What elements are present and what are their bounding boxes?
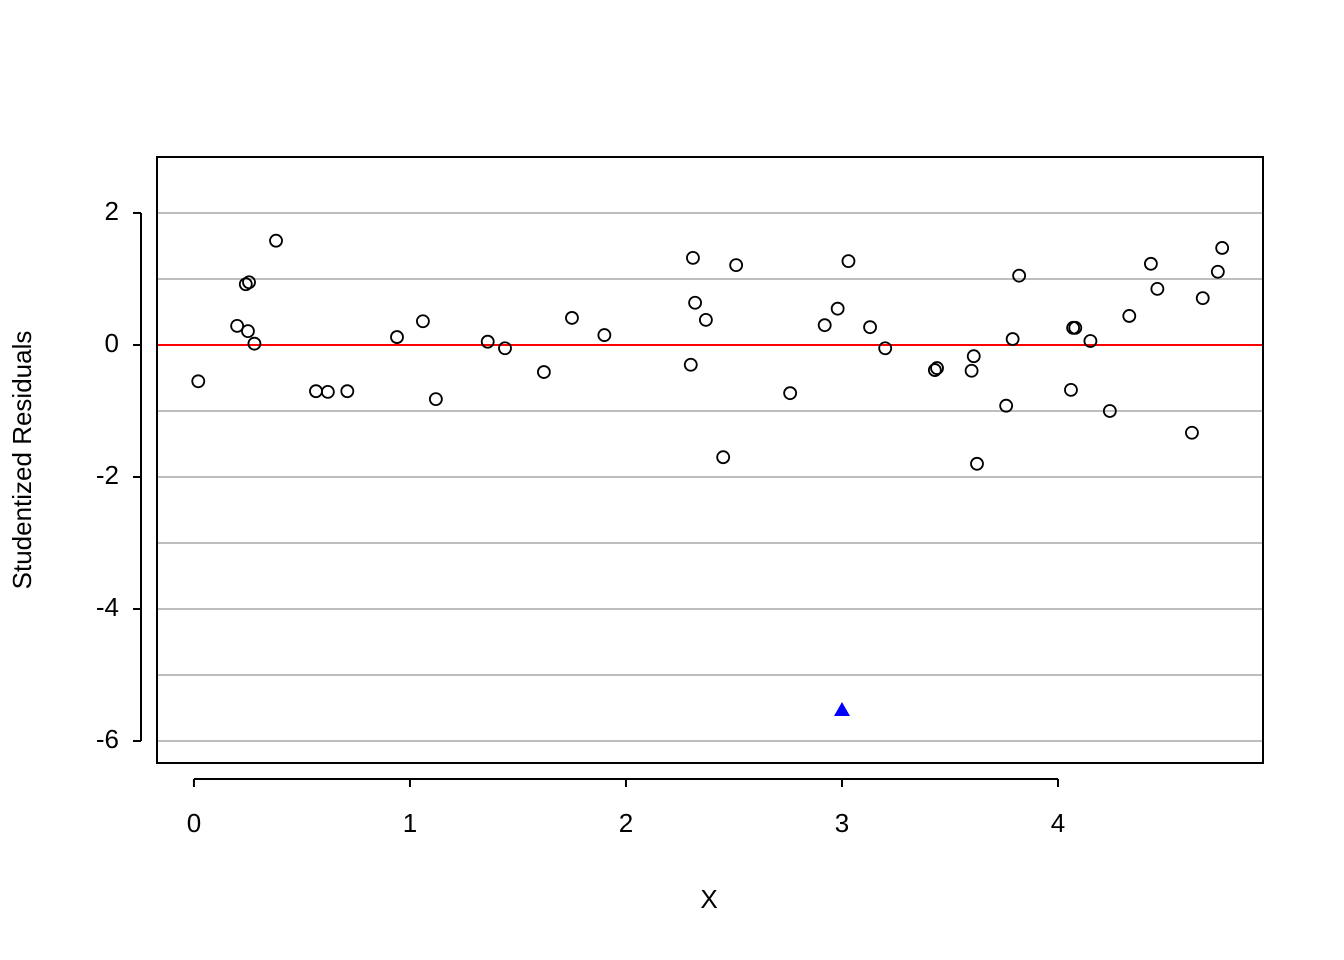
point [1012, 268, 1027, 283]
point [1143, 256, 1158, 271]
point [1068, 320, 1083, 335]
point [230, 318, 245, 333]
point [340, 384, 355, 399]
point [536, 365, 551, 379]
point [783, 386, 798, 401]
point [716, 450, 731, 465]
point [1185, 425, 1199, 440]
point [930, 361, 944, 375]
point [498, 341, 512, 356]
x-tick-label: 1 [403, 808, 417, 838]
y-axis-label: Studentized Residuals [7, 331, 37, 590]
point [320, 384, 335, 399]
plot-frame [156, 156, 1264, 764]
point [1064, 382, 1078, 397]
point [863, 320, 877, 335]
point [1150, 281, 1165, 296]
point [830, 301, 845, 316]
point [729, 258, 744, 273]
y-tick-label: -6 [96, 724, 119, 754]
point [927, 363, 942, 377]
point [966, 349, 981, 364]
x-axis-label: X [700, 884, 717, 914]
point [1215, 241, 1230, 255]
y-tick-label: -2 [96, 460, 119, 490]
point [1210, 264, 1225, 279]
point [191, 374, 206, 389]
point [565, 311, 579, 325]
point [428, 392, 443, 407]
point [416, 314, 430, 329]
point [833, 701, 850, 716]
x-tick-label: 4 [1051, 808, 1065, 838]
point [247, 336, 262, 351]
point [269, 233, 283, 248]
point [1102, 404, 1117, 418]
point [242, 275, 256, 290]
point [683, 357, 698, 372]
point [1083, 334, 1098, 348]
point [999, 398, 1014, 413]
point [597, 328, 612, 342]
point [686, 250, 700, 265]
y-tick-label: -4 [96, 592, 119, 622]
point [1195, 291, 1210, 306]
point [1005, 332, 1020, 346]
point [878, 341, 893, 356]
point [688, 295, 702, 310]
point [241, 324, 255, 339]
y-tick-label: 2 [105, 196, 119, 226]
point [390, 330, 404, 344]
point [480, 334, 495, 349]
x-tick-label: 3 [835, 808, 849, 838]
y-tick-label: 0 [105, 328, 119, 358]
x-tick-label: 2 [619, 808, 633, 838]
point [964, 363, 979, 378]
x-tick-label: 0 [187, 808, 201, 838]
point [698, 313, 713, 327]
point [1122, 309, 1137, 323]
point [970, 456, 984, 471]
point [841, 254, 856, 269]
point [817, 318, 832, 333]
